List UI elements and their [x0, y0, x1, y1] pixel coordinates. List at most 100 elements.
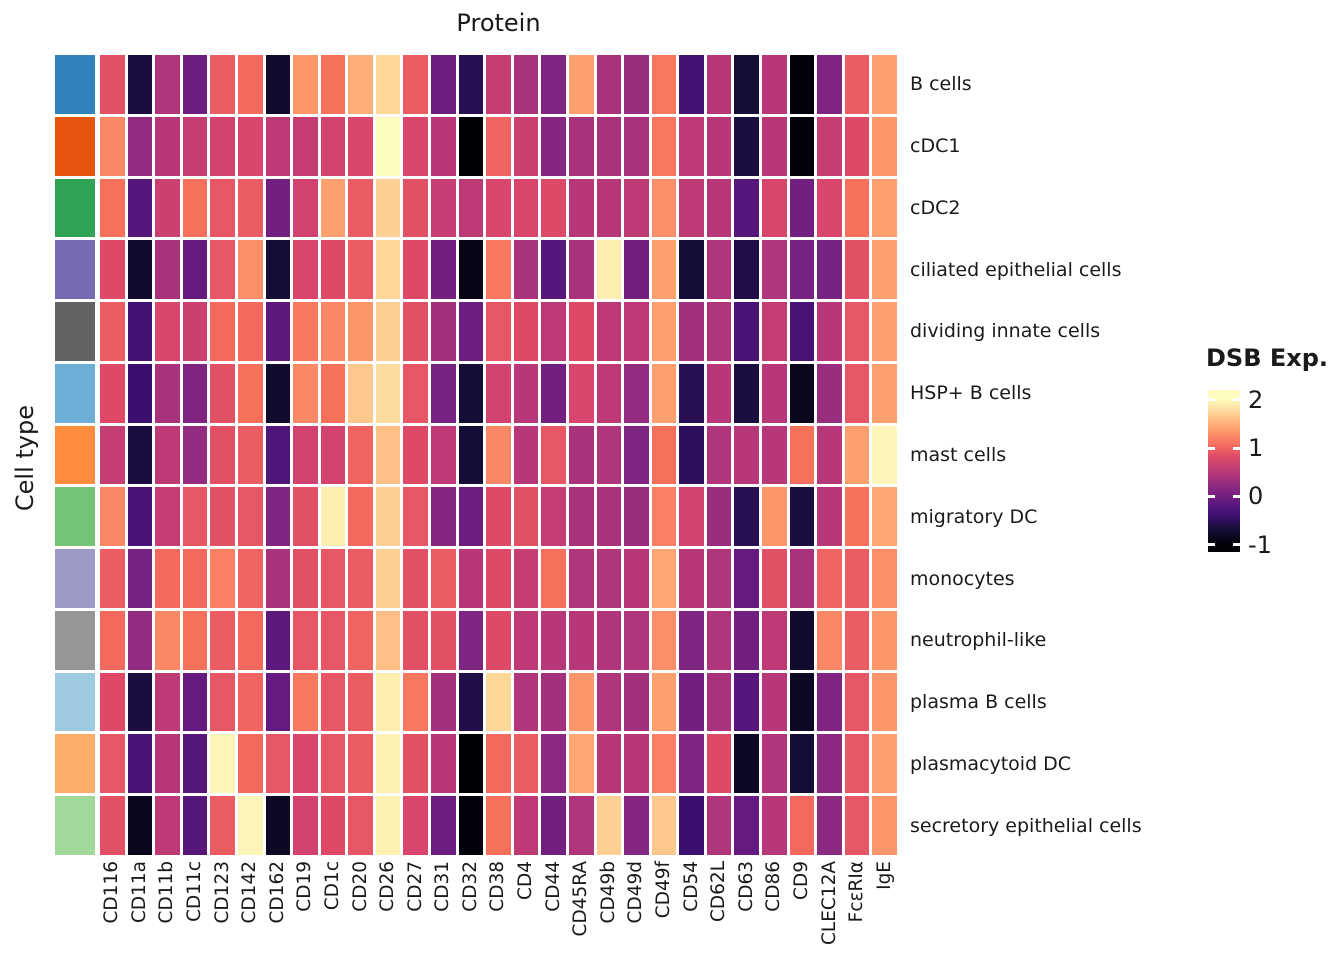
- heatmap-cell: [817, 425, 842, 485]
- row-annotation: [55, 734, 95, 794]
- heatmap-cell: [624, 425, 649, 485]
- heatmap-cell: [789, 116, 815, 176]
- heatmap-cell: [210, 610, 235, 670]
- heatmap-cell: [155, 178, 180, 238]
- heatmap-cell: [817, 734, 842, 794]
- heatmap-cell: [513, 487, 539, 547]
- heatmap-cell: [375, 178, 401, 238]
- row-annotation: [55, 363, 95, 423]
- heatmap-cell: [789, 672, 815, 732]
- heatmap-cell: [458, 425, 484, 485]
- heatmap-cell: [568, 610, 594, 670]
- heatmap-cell: [403, 487, 429, 547]
- heatmap-cell: [568, 487, 594, 547]
- heatmap-cell: [762, 302, 787, 361]
- heatmap-cell: [320, 55, 346, 114]
- heatmap-cell: [513, 302, 539, 361]
- heatmap-cell: [872, 240, 897, 300]
- row-annotation: [55, 796, 95, 855]
- heatmap-cell: [817, 796, 842, 855]
- heatmap-cell: [872, 116, 897, 176]
- heatmap-cell: [210, 425, 235, 485]
- heatmap-cell: [348, 425, 373, 485]
- heatmap-cell: [458, 302, 484, 361]
- heatmap-cell: [265, 610, 291, 670]
- heatmap-cell: [375, 672, 401, 732]
- heatmap-cell: [265, 116, 291, 176]
- heatmap-cell: [320, 116, 346, 176]
- heatmap-cell: [762, 116, 787, 176]
- heatmap-cell: [182, 487, 208, 547]
- heatmap-cell: [155, 116, 180, 176]
- heatmap-cell: [541, 487, 566, 547]
- heatmap-cell: [293, 240, 318, 300]
- heatmap-cell: [844, 363, 870, 423]
- heatmap-cell: [237, 178, 263, 238]
- heatmap-cell: [486, 240, 511, 300]
- heatmap-cell: [789, 734, 815, 794]
- row-label: HSP+ B cells: [910, 382, 1032, 405]
- heatmap-cell: [431, 672, 456, 732]
- heatmap-cell: [293, 734, 318, 794]
- heatmap-cell: [844, 734, 870, 794]
- heatmap-cell: [706, 116, 732, 176]
- heatmap-cell: [237, 363, 263, 423]
- heatmap-cell: [568, 363, 594, 423]
- heatmap-cell: [155, 796, 180, 855]
- heatmap-cell: [348, 240, 373, 300]
- heatmap-cell: [541, 302, 566, 361]
- heatmap-cell: [762, 55, 787, 114]
- colorbar-tick-label: 0: [1248, 482, 1264, 511]
- heatmap-cell: [293, 302, 318, 361]
- row-annotation: [55, 240, 95, 300]
- heatmap-cell: [486, 363, 511, 423]
- heatmap-cell: [127, 610, 153, 670]
- heatmap-cell: [734, 178, 760, 238]
- heatmap-cell: [789, 610, 815, 670]
- column-label: CD20: [349, 861, 371, 912]
- heatmap-cell: [541, 672, 566, 732]
- heatmap-cell: [458, 363, 484, 423]
- colorbar-tick-label: -1: [1248, 530, 1272, 559]
- heatmap-cell: [762, 240, 787, 300]
- heatmap-cell: [265, 549, 291, 608]
- column-label: CD142: [239, 861, 261, 924]
- heatmap-cell: [100, 302, 125, 361]
- heatmap-cell: [348, 734, 373, 794]
- heatmap-cell: [789, 178, 815, 238]
- heatmap-cell: [679, 487, 704, 547]
- heatmap-cell: [651, 734, 677, 794]
- heatmap-cell: [210, 55, 235, 114]
- row-label: secretory epithelial cells: [910, 814, 1142, 837]
- heatmap-cell: [127, 240, 153, 300]
- heatmap-cell: [541, 178, 566, 238]
- heatmap-cell: [100, 672, 125, 732]
- heatmap-cell: [265, 487, 291, 547]
- heatmap-cell: [762, 672, 787, 732]
- heatmap-cell: [596, 610, 622, 670]
- heatmap-cell: [431, 302, 456, 361]
- heatmap-cell: [265, 363, 291, 423]
- heatmap-cell: [706, 425, 732, 485]
- heatmap-cell: [734, 734, 760, 794]
- heatmap-cell: [872, 178, 897, 238]
- heatmap-cell: [624, 240, 649, 300]
- heatmap-cell: [844, 116, 870, 176]
- row-annotation-column: [55, 55, 95, 855]
- column-label: CD11c: [184, 861, 206, 922]
- heatmap-cell: [679, 55, 704, 114]
- heatmap-cell: [155, 302, 180, 361]
- heatmap-cell: [679, 796, 704, 855]
- colorbar-tick-label: 2: [1248, 385, 1264, 414]
- heatmap-cell: [375, 734, 401, 794]
- heatmap-cell: [100, 549, 125, 608]
- heatmap-cell: [155, 734, 180, 794]
- heatmap-cell: [817, 549, 842, 608]
- heatmap-cell: [651, 302, 677, 361]
- heatmap-cell: [624, 487, 649, 547]
- heatmap-cell: [679, 549, 704, 608]
- row-annotation: [55, 487, 95, 547]
- heatmap-cell: [210, 363, 235, 423]
- heatmap-cell: [486, 116, 511, 176]
- heatmap-cell: [100, 796, 125, 855]
